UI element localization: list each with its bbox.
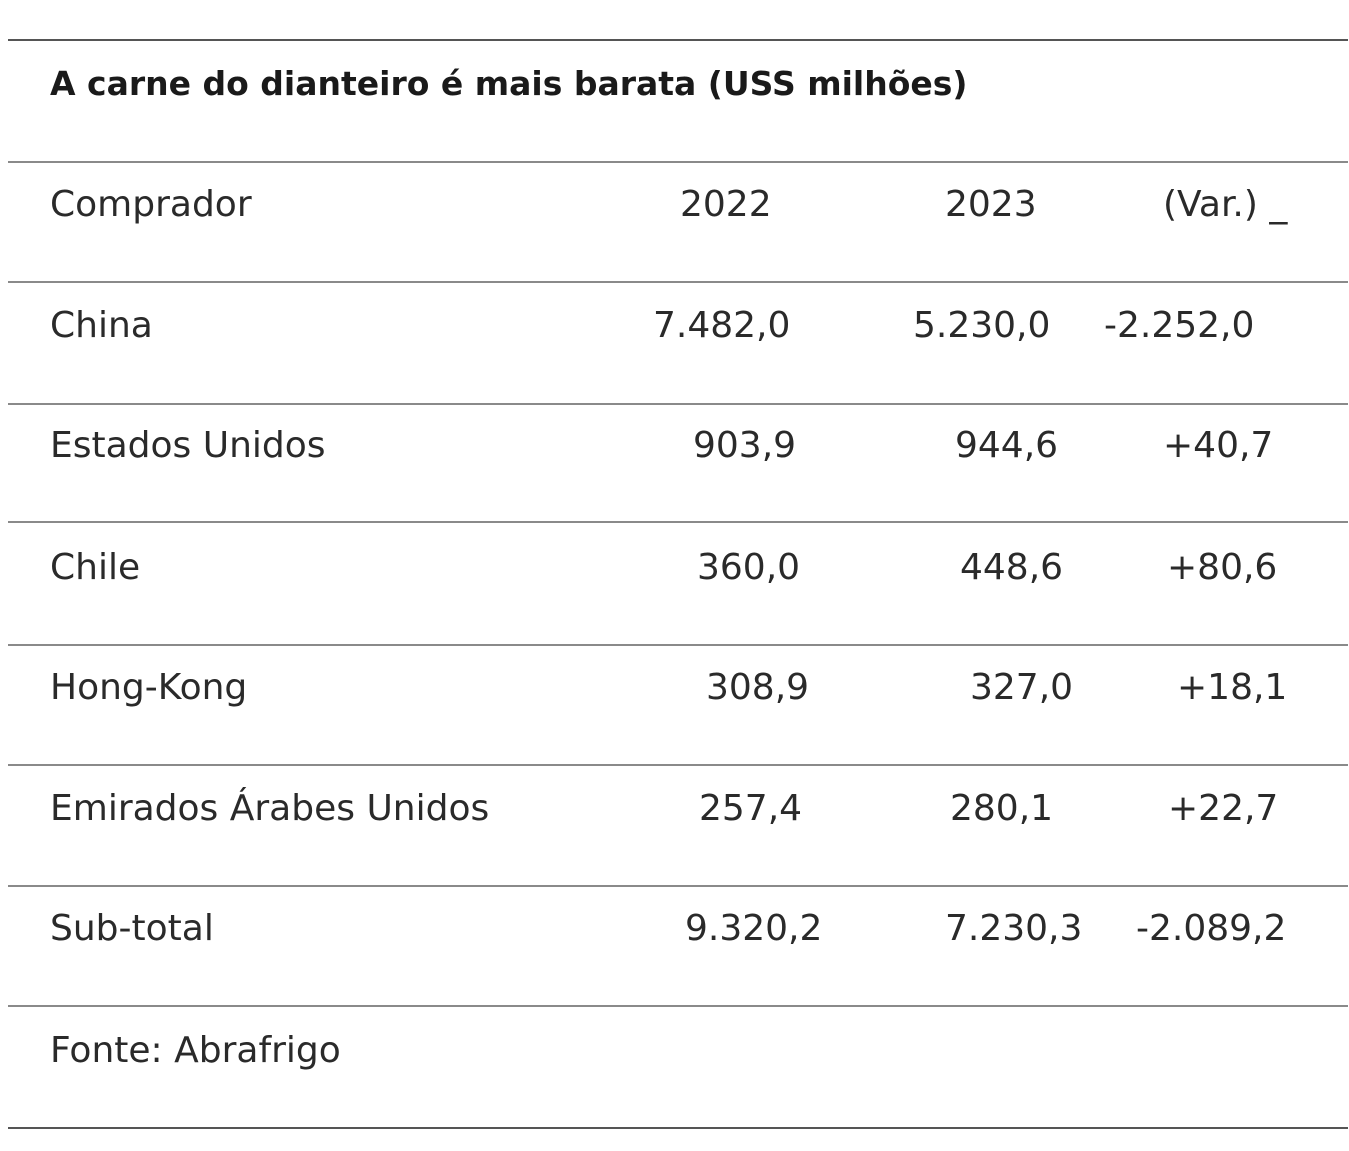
row-variation: +22,7 — [1168, 788, 1279, 829]
row-value-2022: 7.482,0 — [653, 305, 791, 346]
row-divider — [8, 885, 1348, 887]
row-variation: -2.089,2 — [1136, 908, 1287, 949]
header-variation: (Var.) _ — [1163, 184, 1288, 225]
row-buyer: China — [50, 305, 153, 346]
row-value-2023: 448,6 — [960, 547, 1064, 588]
table-title: A carne do dianteiro é mais barata (USS … — [50, 64, 968, 103]
row-buyer: Estados Unidos — [50, 425, 326, 466]
row-buyer: Hong-Kong — [50, 667, 248, 708]
source-note: Fonte: Abrafrigo — [50, 1030, 341, 1071]
row-variation: +18,1 — [1177, 667, 1288, 708]
row-buyer: Sub-total — [50, 908, 214, 949]
row-variation: +80,6 — [1167, 547, 1278, 588]
row-value-2023: 280,1 — [950, 788, 1054, 829]
row-divider — [8, 161, 1348, 163]
row-divider — [8, 521, 1348, 523]
row-divider — [8, 764, 1348, 766]
row-value-2023: 327,0 — [970, 667, 1074, 708]
row-divider — [8, 1005, 1348, 1007]
table-bottom-rule — [8, 1127, 1348, 1129]
header-2022: 2022 — [680, 184, 772, 225]
row-divider — [8, 281, 1348, 283]
row-value-2022: 257,4 — [699, 788, 803, 829]
row-variation: +40,7 — [1163, 425, 1274, 466]
header-comprador: Comprador — [50, 184, 252, 225]
row-value-2023: 7.230,3 — [945, 908, 1083, 949]
row-value-2023: 5.230,0 — [913, 305, 1051, 346]
row-buyer: Chile — [50, 547, 141, 588]
header-2023: 2023 — [945, 184, 1037, 225]
row-variation: -2.252,0 — [1104, 305, 1255, 346]
row-divider — [8, 403, 1348, 405]
row-buyer: Emirados Árabes Unidos — [50, 788, 490, 829]
row-divider — [8, 644, 1348, 646]
row-value-2022: 903,9 — [693, 425, 797, 466]
row-value-2022: 9.320,2 — [685, 908, 823, 949]
row-value-2022: 360,0 — [697, 547, 801, 588]
row-value-2023: 944,6 — [955, 425, 1059, 466]
row-value-2022: 308,9 — [706, 667, 810, 708]
table-top-rule — [8, 39, 1348, 41]
